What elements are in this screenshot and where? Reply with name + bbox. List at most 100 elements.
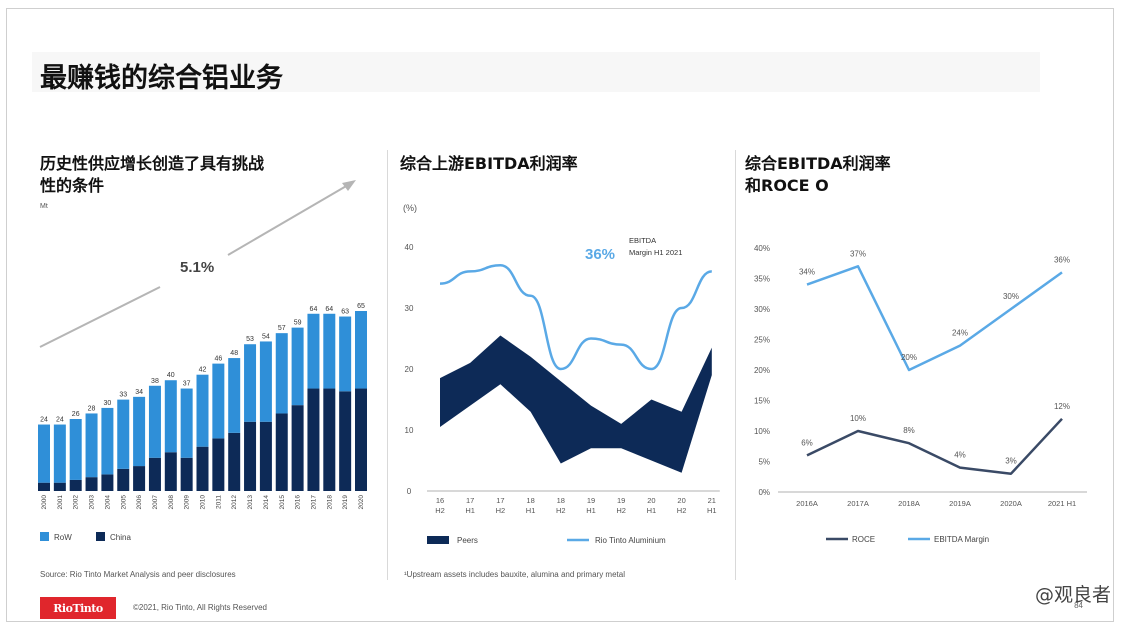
x-tick-label: 2004	[104, 495, 111, 510]
bar-china	[53, 482, 66, 491]
slide-frame	[6, 8, 1114, 622]
peers-band	[440, 335, 712, 473]
x-tick-label: 2021 H1	[1048, 499, 1076, 508]
bar-row	[228, 358, 241, 433]
trend-arrowhead	[342, 180, 356, 191]
x-tick-label-top: 16	[436, 496, 444, 505]
bar-row	[259, 341, 272, 422]
page-number: 84	[1074, 601, 1083, 610]
y-tick-label: 30%	[754, 305, 770, 314]
x-tick-label: 2020A	[1000, 499, 1022, 508]
bar-china	[275, 413, 288, 491]
roce-data-label: 10%	[850, 414, 866, 423]
legend-swatch-china	[96, 532, 105, 541]
bar-china	[212, 438, 225, 491]
panel2-title: 综合上游EBITDA利润率	[400, 154, 578, 173]
bar-china	[196, 446, 209, 491]
panel1-title-line2: 性的条件	[40, 176, 105, 195]
bar-total-label: 59	[294, 320, 302, 327]
bar-china	[180, 457, 193, 491]
annotation-line2: Margin H1 2021	[629, 248, 682, 257]
bar-row	[180, 388, 193, 458]
x-tick-label-top: 18	[526, 496, 534, 505]
y-tick-label: 15%	[754, 397, 770, 406]
bar-total-label: 64	[310, 306, 318, 313]
y-tick-label: 30	[405, 304, 414, 313]
y-tick-label: 20	[405, 365, 414, 374]
roce-data-label: 6%	[801, 438, 813, 447]
x-tick-label: 2017A	[847, 499, 869, 508]
ebitda-data-label: 34%	[799, 268, 815, 277]
bar-china	[148, 457, 161, 491]
bar-china	[339, 391, 352, 491]
x-tick-label: 2016	[295, 495, 302, 510]
copyright: ©2021, Rio Tinto, All Rights Reserved	[133, 603, 267, 612]
roce-data-label: 3%	[1005, 457, 1017, 466]
x-tick-label: 2013	[247, 495, 254, 510]
bar-china	[101, 474, 114, 491]
ebitda-data-label: 36%	[1054, 255, 1070, 264]
bar-total-label: 37	[183, 381, 191, 388]
bar-total-label: 48	[230, 350, 238, 357]
bar-row	[275, 333, 288, 414]
bar-china	[164, 452, 177, 491]
bar-china	[85, 477, 98, 491]
bar-total-label: 26	[72, 411, 80, 418]
x-tick-label: 2007	[152, 495, 159, 510]
bar-total-label: 54	[262, 333, 270, 340]
ebitda-data-label: 24%	[952, 329, 968, 338]
bar-china	[323, 388, 336, 491]
page-title: 最赚钱的综合铝业务	[40, 63, 283, 94]
trend-line-left	[39, 286, 161, 348]
x-tick-label-top: 17	[496, 496, 504, 505]
bar-row	[291, 327, 304, 406]
x-tick-label-top: 20	[647, 496, 655, 505]
bar-total-label: 34	[135, 389, 143, 396]
x-tick-label: 2000	[41, 495, 48, 510]
bar-row	[323, 313, 336, 389]
x-tick-label-top: 21	[708, 496, 716, 505]
bar-row	[53, 424, 66, 483]
bar-china	[69, 479, 82, 491]
x-tick-label: 2017	[310, 495, 317, 510]
y-tick-label: 0	[407, 487, 412, 496]
y-tick-label: 10	[405, 426, 414, 435]
x-tick-label: 2010	[200, 495, 207, 510]
divider-1	[387, 150, 388, 580]
annotation-value: 36%	[585, 246, 615, 263]
bar-total-label: 24	[40, 417, 48, 424]
bar-row	[148, 385, 161, 458]
legend-label-ebitda: EBITDA Margin	[934, 535, 989, 544]
x-tick-label: 2018	[326, 495, 333, 510]
y-tick-label: 0%	[758, 488, 770, 497]
legend-label-china: China	[110, 533, 131, 542]
bar-total-label: 24	[56, 417, 64, 424]
panel3-title-line2: 和ROCE O	[745, 176, 829, 195]
bar-total-label: 46	[214, 356, 222, 363]
rio-tinto-line	[439, 264, 713, 371]
x-tick-label: 2019	[342, 495, 349, 510]
bar-china	[38, 482, 50, 491]
legend-swatch-row	[40, 532, 49, 541]
x-tick-label: 2006	[136, 495, 143, 510]
bar-china	[355, 388, 367, 491]
roce-data-label: 12%	[1054, 402, 1070, 411]
x-tick-label: 2011	[215, 495, 222, 509]
ebitda-data-label: 37%	[850, 249, 866, 258]
roce-data-label: 8%	[903, 426, 915, 435]
bar-china	[307, 388, 320, 491]
x-tick-label: 2014	[263, 495, 270, 510]
cagr-label: 5.1%	[180, 259, 214, 276]
x-tick-label-bottom: H1	[586, 506, 596, 515]
bar-row	[339, 316, 352, 392]
unit-label: Mt	[40, 203, 48, 210]
panel1-title: 历史性供应增长创造了具有挑战 性的条件	[40, 153, 264, 197]
x-tick-label: 2016A	[796, 499, 818, 508]
bar-row	[164, 380, 177, 453]
bar-total-label: 30	[104, 400, 112, 407]
y-tick-label: 25%	[754, 336, 770, 345]
x-tick-label-top: 19	[587, 496, 595, 505]
bar-row	[69, 419, 82, 480]
y-tick-label: 10%	[754, 427, 770, 436]
trend-line-right	[227, 184, 349, 256]
